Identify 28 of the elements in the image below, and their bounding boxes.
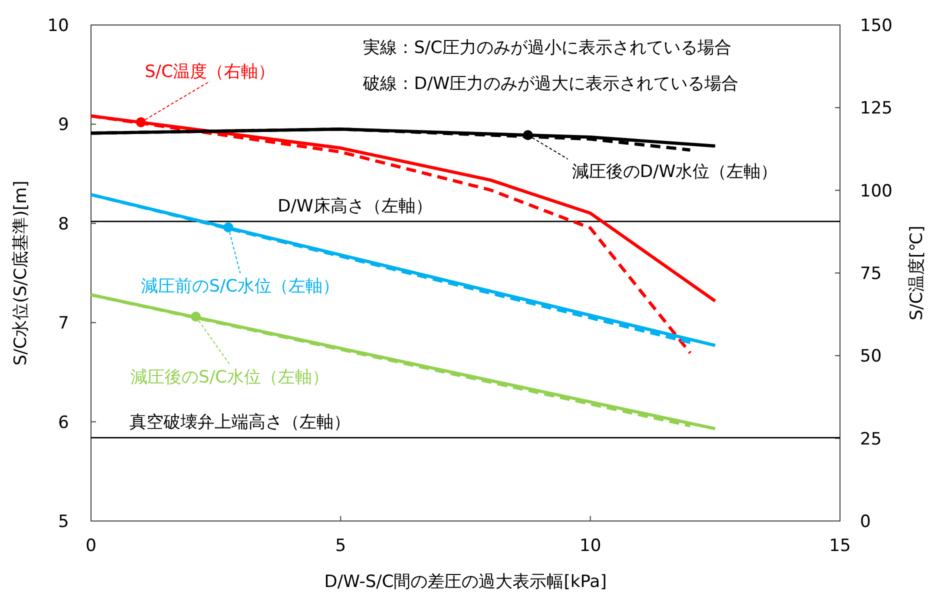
x-tick-label: 5 [335,536,346,556]
annotation: 破線：D/W圧力のみが過大に表示されている場合 [362,74,739,94]
annotation: 実線：S/C圧力のみが過小に表示されている場合 [363,38,732,58]
y-tick-label: 7 [58,314,69,334]
y-tick-label: 6 [58,412,69,433]
y2-tick-label: 125 [860,98,892,119]
y2-tick-label: 0 [860,512,871,532]
y-tick-label: 8 [58,214,69,234]
y2-tick-label: 25 [860,429,882,450]
x-tick-label: 15 [829,536,851,556]
annotation: 減圧後のS/C水位（左軸） [130,368,330,388]
x-axis-title: D/W-S/C間の差圧の過大表示幅[kPa] [324,572,607,592]
ref-line-label: 真空破壊弁上端高さ（左軸） [130,412,350,433]
y-axis-title: S/C水位(S/C底基準)[m] [11,180,31,366]
x-tick-label: 10 [580,536,602,556]
y2-tick-label: 150 [860,16,892,36]
y-tick-label: 5 [58,512,69,532]
y2-tick-label: 50 [860,346,882,367]
y2-axis-title: S/C温度[℃] [907,226,927,320]
y-tick-label: 9 [58,115,69,136]
annotation: 減圧前のS/C水位（左軸） [141,276,340,296]
annotation: 減圧後のD/W水位（左軸） [572,162,778,182]
y2-tick-label: 75 [860,264,882,284]
annotation: S/C温度（右軸） [144,62,276,82]
x-tick-label: 0 [86,536,96,556]
y-tick-label: 10 [47,16,69,36]
ref-line-label: D/W床高さ（左軸） [278,196,432,216]
y2-tick-label: 100 [860,181,892,202]
